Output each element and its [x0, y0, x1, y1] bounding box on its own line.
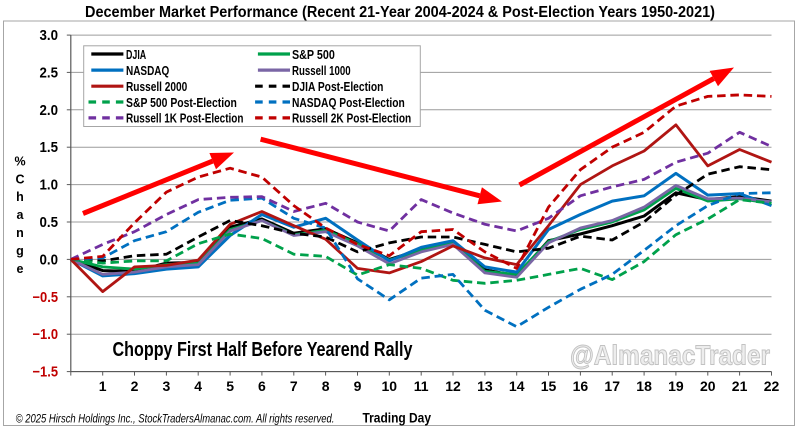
svg-text:10: 10 [382, 378, 398, 394]
svg-text:DJIA: DJIA [126, 47, 147, 62]
svg-text:© 2025 Hirsch Holdings Inc., S: © 2025 Hirsch Holdings Inc., StockTrader… [16, 412, 335, 426]
svg-text:a: a [17, 208, 25, 222]
svg-text:e: e [17, 262, 24, 276]
svg-text:1: 1 [99, 378, 107, 394]
svg-text:11: 11 [414, 378, 429, 394]
svg-text:DJIA Post-Election: DJIA Post-Election [292, 79, 383, 94]
svg-text:17: 17 [604, 378, 620, 394]
svg-text:1.0: 1.0 [40, 178, 59, 194]
svg-text:S&P 500: S&P 500 [292, 47, 335, 62]
svg-text:%: % [14, 154, 25, 168]
svg-text:NASDAQ Post-Election: NASDAQ Post-Election [292, 95, 405, 110]
svg-text:18: 18 [636, 378, 652, 394]
svg-text:15: 15 [541, 378, 557, 394]
svg-text:22: 22 [764, 378, 780, 394]
svg-text:g: g [16, 244, 24, 258]
svg-text:−1.0: −1.0 [33, 327, 59, 343]
svg-text:Russell 1K Post-Election: Russell 1K Post-Election [126, 111, 244, 126]
svg-text:Russell 2K Post-Election: Russell 2K Post-Election [292, 111, 411, 126]
svg-text:8: 8 [322, 378, 330, 394]
svg-text:Russell 1000: Russell 1000 [292, 63, 351, 78]
svg-text:7: 7 [290, 378, 298, 394]
svg-text:2: 2 [131, 378, 139, 394]
svg-text:19: 19 [668, 378, 684, 394]
svg-text:21: 21 [732, 378, 748, 394]
svg-text:NASDAQ: NASDAQ [126, 63, 169, 78]
svg-text:5: 5 [226, 378, 234, 394]
svg-text:3: 3 [163, 378, 171, 394]
svg-text:9: 9 [354, 378, 362, 394]
svg-text:1.5: 1.5 [40, 140, 59, 156]
svg-text:h: h [16, 190, 24, 204]
svg-text:16: 16 [573, 378, 589, 394]
svg-text:Trading Day: Trading Day [363, 410, 432, 426]
svg-text:4: 4 [194, 378, 202, 394]
svg-text:2.5: 2.5 [40, 65, 59, 81]
svg-text:0.0: 0.0 [40, 252, 59, 268]
svg-text:13: 13 [477, 378, 493, 394]
svg-text:−1.5: −1.5 [33, 365, 59, 381]
svg-text:12: 12 [445, 378, 461, 394]
svg-text:3.0: 3.0 [40, 28, 59, 44]
svg-text:n: n [16, 226, 24, 240]
svg-text:S&P 500 Post-Election: S&P 500 Post-Election [126, 95, 237, 110]
svg-text:2.0: 2.0 [40, 103, 59, 119]
svg-text:6: 6 [258, 378, 266, 394]
svg-text:14: 14 [509, 378, 525, 394]
svg-text:20: 20 [700, 378, 716, 394]
svg-text:−0.5: −0.5 [33, 290, 59, 306]
svg-text:@AlmanacTrader: @AlmanacTrader [570, 340, 770, 371]
svg-text:0.5: 0.5 [40, 215, 59, 231]
svg-text:Choppy First Half Before Yeare: Choppy First Half Before Yearend Rally [113, 338, 413, 361]
svg-text:C: C [15, 172, 24, 186]
svg-text:Russell 2000: Russell 2000 [126, 79, 187, 94]
svg-text:December Market Performance (R: December Market Performance (Recent 21-Y… [85, 4, 715, 21]
